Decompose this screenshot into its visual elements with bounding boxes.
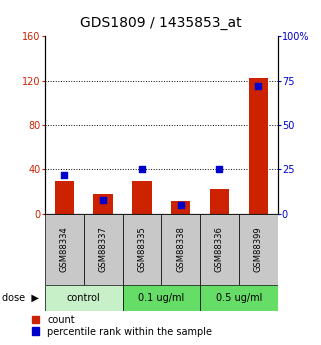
- Bar: [132, 180, 152, 214]
- Text: GSM88334: GSM88334: [60, 226, 69, 272]
- Text: GSM88336: GSM88336: [215, 226, 224, 272]
- Point: [139, 167, 144, 172]
- Bar: [55, 180, 74, 214]
- Bar: [45, 285, 123, 310]
- Point: [256, 83, 261, 89]
- Bar: [161, 214, 200, 285]
- Text: GSM88335: GSM88335: [137, 226, 146, 272]
- Point: [62, 172, 67, 178]
- Text: 0.5 ug/ml: 0.5 ug/ml: [216, 293, 262, 303]
- Text: GDS1809 / 1435853_at: GDS1809 / 1435853_at: [80, 16, 241, 30]
- Text: GSM88338: GSM88338: [176, 226, 185, 272]
- Text: 0.1 ug/ml: 0.1 ug/ml: [138, 293, 185, 303]
- Bar: [45, 214, 84, 285]
- Bar: [171, 200, 190, 214]
- Legend: count, percentile rank within the sample: count, percentile rank within the sample: [30, 314, 213, 337]
- Point: [100, 197, 106, 203]
- Text: dose  ▶: dose ▶: [2, 293, 39, 303]
- Bar: [123, 214, 161, 285]
- Bar: [248, 78, 268, 214]
- Text: GSM88399: GSM88399: [254, 226, 263, 272]
- Point: [178, 202, 183, 208]
- Bar: [210, 189, 229, 214]
- Point: [217, 167, 222, 172]
- Bar: [200, 285, 278, 310]
- Bar: [84, 214, 123, 285]
- Text: GSM88337: GSM88337: [99, 226, 108, 272]
- Text: control: control: [67, 293, 100, 303]
- Bar: [123, 285, 200, 310]
- Bar: [200, 214, 239, 285]
- Bar: [93, 194, 113, 214]
- Bar: [239, 214, 278, 285]
